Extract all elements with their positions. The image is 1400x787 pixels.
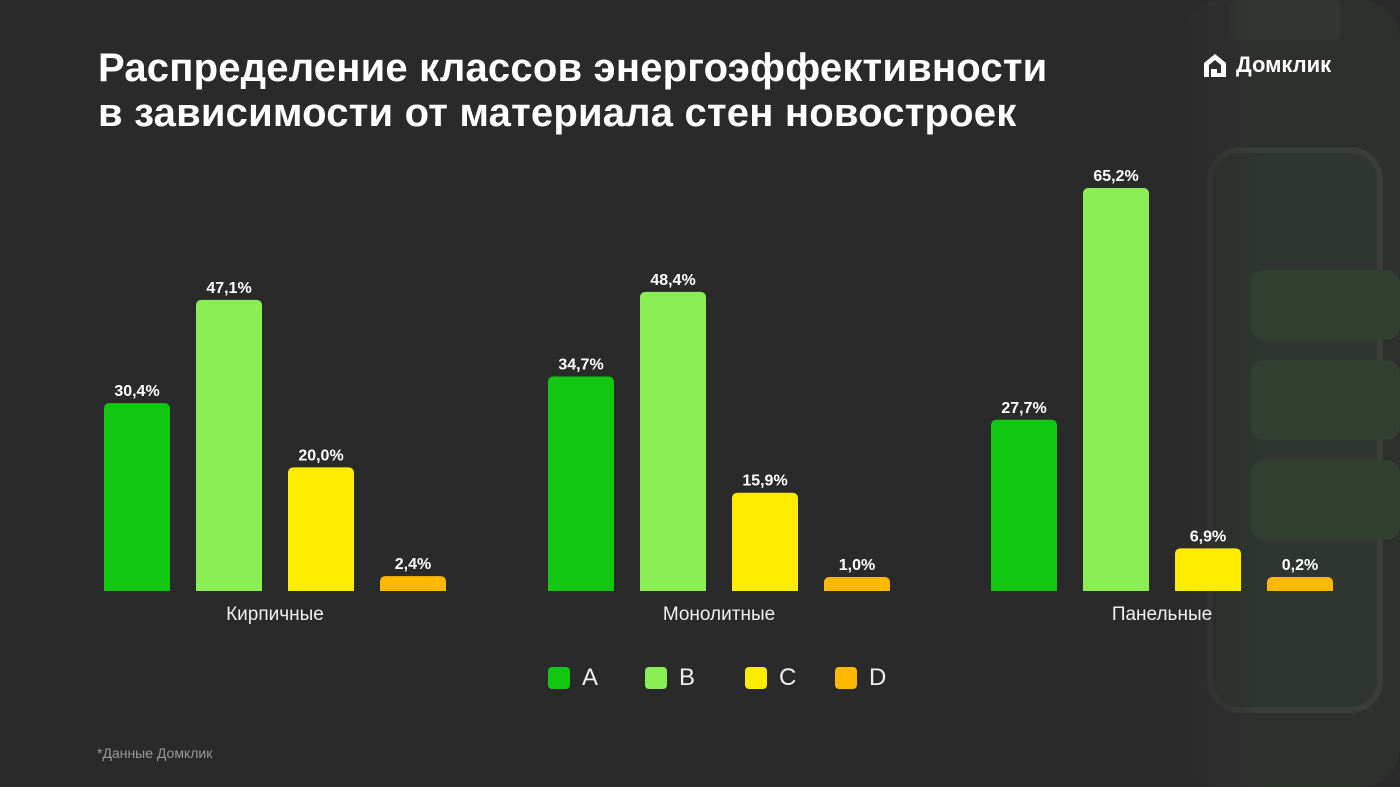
bar-group: 34,7% 48,4% 15,9% 1,0% Монолитные <box>548 272 890 625</box>
data-label: 30,4% <box>114 383 159 400</box>
data-label: 2,4% <box>395 556 431 573</box>
chart-legend: A B C D <box>0 660 1400 696</box>
data-label: 47,1% <box>206 280 251 297</box>
legend-swatch <box>645 667 667 689</box>
bar-a <box>548 376 614 591</box>
data-label: 20,0% <box>298 447 343 464</box>
data-label: 6,9% <box>1190 528 1226 545</box>
bar-b <box>196 299 262 591</box>
data-label: 0,2% <box>1282 557 1318 574</box>
legend-item-d: D <box>835 660 886 696</box>
legend-item-c: C <box>745 660 796 696</box>
data-label: 1,0% <box>839 557 875 574</box>
chart-title-line-2: в зависимости от материала стен новостро… <box>98 91 1017 135</box>
legend-label: C <box>779 664 797 691</box>
bar-group: 27,7% 65,2% 6,9% 0,2% Панельные <box>991 168 1333 625</box>
chart-title-line-1: Распределение классов энергоэффективност… <box>98 46 1048 90</box>
legend-label: D <box>869 664 887 691</box>
legend-item-b: B <box>645 660 695 696</box>
bar-d <box>1267 577 1333 591</box>
chart-title: Распределение классов энергоэффективност… <box>98 46 1158 136</box>
bar-b <box>640 291 706 591</box>
legend-swatch <box>548 667 570 689</box>
bar-group: 30,4% 47,1% 20,0% 2,4% Кирпичные <box>104 280 446 625</box>
bar-c <box>288 467 354 591</box>
bar-d <box>824 577 890 591</box>
data-label: 34,7% <box>558 357 603 374</box>
legend-swatch <box>835 667 857 689</box>
data-label: 27,7% <box>1001 400 1046 417</box>
bar-d <box>380 576 446 591</box>
legend-swatch <box>745 667 767 689</box>
brand-name: Домклик <box>1236 52 1332 77</box>
footnote: *Данные Домклик <box>97 745 213 761</box>
brand-logo: Домклик <box>1200 50 1331 80</box>
house-logo-icon <box>1204 54 1226 77</box>
data-label: 15,9% <box>742 473 787 490</box>
legend-label: A <box>582 664 599 691</box>
bar-c <box>1175 548 1241 591</box>
category-label: Панельные <box>1112 604 1212 625</box>
data-label: 48,4% <box>650 272 695 289</box>
category-label: Монолитные <box>663 604 775 625</box>
data-label: 65,2% <box>1093 168 1138 185</box>
bar-a <box>104 403 170 591</box>
legend-item-a: A <box>548 660 598 696</box>
category-label: Кирпичные <box>226 604 324 625</box>
bar-a <box>991 419 1057 591</box>
bar-c <box>732 492 798 591</box>
legend-label: B <box>679 664 696 691</box>
bar-b <box>1083 188 1149 591</box>
